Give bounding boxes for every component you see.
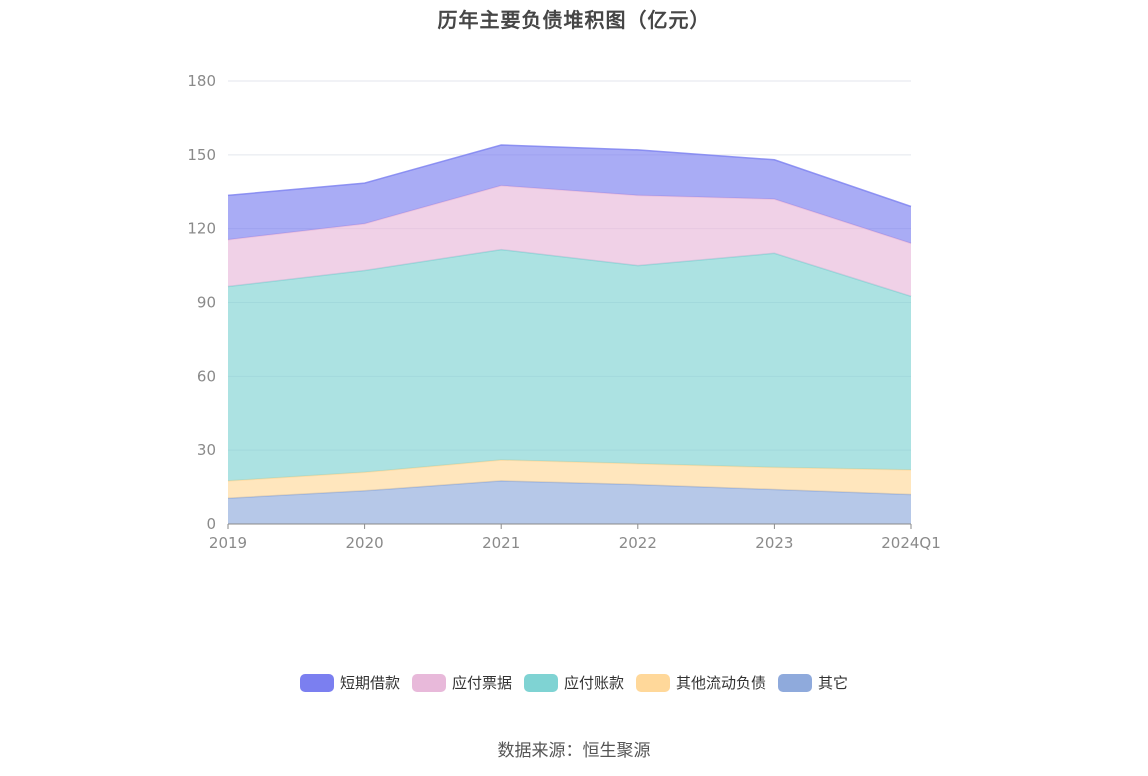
axes: 0 30 60 90 120 150 180 2019 2020 2021 2022 2023 2024… [187, 72, 940, 552]
area-series-0[interactable] [228, 480, 911, 524]
y-tick-label: 30 [197, 441, 216, 459]
legend-label: 其他流动负债 [676, 674, 767, 692]
y-tick-label: 120 [187, 220, 216, 238]
legend-item-3[interactable]: 应付票据 [411, 672, 512, 693]
y-tick-label: 90 [197, 294, 216, 312]
legend-item-2[interactable]: 应付账款 [523, 672, 624, 693]
y-tick-label: 0 [206, 515, 216, 533]
legend-swatch [778, 673, 813, 692]
x-tick-label: 2019 [209, 534, 247, 552]
chart-plot: 0 30 60 90 120 150 180 2019 2020 2021 2022 2023 2024… [187, 72, 940, 552]
chart-title: 历年主要负债堆积图（亿元） [437, 8, 711, 32]
legend: 短期借款 应付票据 应付账款 其他流动负债 其它 [0, 672, 1148, 693]
x-tick-label: 2022 [619, 534, 657, 552]
legend-label: 其它 [818, 674, 849, 692]
y-tick-label: 180 [187, 72, 216, 90]
legend-swatch [523, 673, 558, 692]
y-tick-label: 150 [187, 146, 216, 164]
legend-item-4[interactable]: 短期借款 [299, 672, 400, 693]
y-tick-label: 60 [197, 367, 216, 385]
x-tick-label: 2024Q1 [881, 534, 941, 552]
x-tick-label: 2023 [755, 534, 793, 552]
legend-swatch [636, 673, 670, 692]
legend-label: 应付票据 [451, 674, 512, 692]
data-source: 数据来源：恒生聚源 [497, 741, 651, 761]
legend-item-1[interactable]: 其他流动负债 [636, 672, 766, 693]
legend-swatch [299, 673, 334, 692]
x-tick-label: 2021 [482, 534, 520, 552]
legend-item-0[interactable]: 其它 [778, 672, 848, 693]
legend-label: 短期借款 [339, 674, 400, 692]
area-series [227, 144, 912, 524]
area-series-4[interactable] [228, 145, 911, 244]
area-series-3[interactable] [228, 185, 911, 297]
legend-label: 应付账款 [563, 674, 624, 692]
area-series-line-4 [227, 144, 912, 208]
x-tick-label: 2020 [346, 534, 384, 552]
legend-swatch [411, 673, 446, 692]
area-series-2[interactable] [228, 249, 911, 481]
